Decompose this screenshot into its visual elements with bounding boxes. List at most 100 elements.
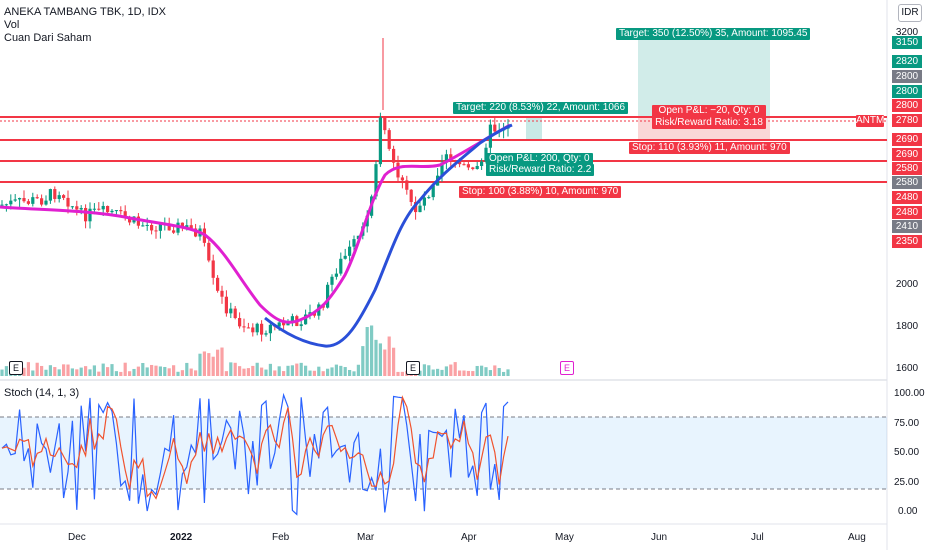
target-label-small[interactable]: Target: 220 (8.53%) 22, Amount: 1066	[453, 102, 628, 114]
volume-bar	[141, 363, 145, 376]
x-label-apr: Apr	[461, 532, 477, 543]
price-label: 2800	[892, 99, 922, 112]
volume-bar	[167, 368, 171, 376]
candle-body	[348, 246, 352, 256]
candle-body	[480, 161, 484, 166]
candle-body	[290, 316, 294, 323]
volume-bar	[466, 370, 470, 376]
rr-label-2[interactable]: Risk/Reward Ratio: 2.2	[486, 164, 595, 176]
volume-bar	[101, 363, 105, 376]
volume-bar	[163, 366, 167, 376]
volume-bar	[62, 364, 66, 376]
earnings-marker[interactable]: E	[9, 361, 23, 375]
candle-body	[185, 225, 189, 229]
stop-label-1[interactable]: Stop: 110 (3.93%) 11, Amount: 970	[629, 142, 790, 154]
open-pl-label-2[interactable]: Open P&L: 200, Qty: 0	[486, 153, 593, 165]
stoch-tick: 0.00	[898, 506, 918, 517]
candle-body	[308, 312, 312, 315]
price-tick: 1800	[895, 321, 919, 332]
indicator-custom-label[interactable]: Cuan Dari Saham	[4, 32, 92, 44]
symbol-title[interactable]: ANEKA TAMBANG TBK, 1D, IDX	[4, 6, 166, 18]
volume-bar	[484, 367, 488, 376]
price-label: 2410	[892, 220, 922, 233]
candle-body	[26, 201, 30, 204]
earnings-marker[interactable]: E	[406, 361, 420, 375]
candle-body	[255, 323, 259, 333]
volume-bar	[207, 353, 211, 376]
volume-bar	[22, 367, 26, 376]
candle-body	[260, 323, 264, 335]
short-position-zone[interactable]	[526, 117, 542, 141]
volume-bar	[255, 362, 259, 376]
volume-bar	[53, 367, 57, 376]
stoch-title[interactable]: Stoch (14, 1, 3)	[4, 387, 80, 399]
volume-bar	[268, 363, 272, 376]
candle-body	[462, 164, 466, 166]
candle-body	[326, 284, 330, 308]
volume-bar	[334, 364, 338, 376]
candle-body	[216, 277, 220, 291]
volume-bar	[97, 371, 101, 376]
candle-body	[396, 162, 400, 178]
x-label-aug: Aug	[848, 532, 866, 543]
volume-bar	[246, 368, 250, 376]
candle-body	[145, 224, 149, 226]
candle-body	[136, 216, 140, 226]
candle-body	[194, 228, 198, 237]
candle-body	[392, 148, 396, 163]
volume-bar	[343, 367, 347, 376]
volume-bar	[145, 367, 149, 376]
candle-body	[378, 117, 382, 165]
candle-body	[440, 162, 444, 176]
earnings-marker-future[interactable]: E	[560, 361, 574, 375]
candle-body	[418, 205, 422, 213]
volume-bar	[0, 369, 4, 376]
volume-bar	[502, 371, 506, 376]
volume-bar	[400, 371, 404, 376]
candle-body	[57, 195, 61, 199]
candle-body	[299, 324, 303, 327]
volume-bar	[308, 370, 312, 376]
volume-bar	[471, 371, 475, 376]
volume-bar	[312, 370, 316, 376]
volume-bar	[370, 325, 374, 376]
indicator-vol-label[interactable]: Vol	[4, 19, 20, 31]
chart-legend: ANEKA TAMBANG TBK, 1D, IDX Vol Cuan Dari…	[4, 6, 166, 45]
volume-bar	[202, 351, 206, 376]
candle-body	[264, 333, 268, 335]
x-label-mar: Mar	[357, 532, 375, 543]
volume-bar	[418, 370, 422, 376]
rr-label-1[interactable]: Risk/Reward Ratio: 3.18	[652, 117, 766, 129]
candle-body	[383, 117, 387, 131]
volume-bar	[238, 366, 242, 376]
candle-body	[92, 208, 96, 210]
candle-body	[409, 189, 413, 203]
candle-body	[352, 239, 356, 247]
candle-body	[449, 154, 453, 161]
x-label-jul: Jul	[751, 532, 764, 543]
stop-label-2[interactable]: Stop: 100 (3.88%) 10, Amount: 970	[459, 186, 622, 198]
volume-bar	[330, 367, 334, 376]
target-label-big[interactable]: Target: 350 (12.50%) 35, Amount: 1095.45	[616, 28, 811, 40]
open-pl-label-1[interactable]: Open P&L: −20, Qty: 0	[652, 105, 766, 117]
price-label: 2800	[892, 70, 922, 83]
volume-bar	[282, 371, 286, 376]
volume-bar	[383, 349, 387, 376]
price-label: 2480	[892, 191, 922, 204]
volume-bar	[321, 371, 325, 376]
volume-bars	[0, 325, 510, 376]
candle-body	[106, 205, 110, 213]
candle-body	[88, 208, 92, 222]
candle-body	[97, 208, 101, 210]
candle-body	[128, 217, 132, 223]
volume-bar	[374, 339, 378, 376]
long-position-target-zone[interactable]	[638, 30, 770, 117]
volume-bar	[136, 366, 140, 376]
currency-button[interactable]: IDR	[898, 4, 922, 22]
candle-body	[475, 165, 479, 170]
volume-bar	[458, 370, 462, 376]
price-label-current: 2780	[892, 114, 922, 127]
x-label-feb: Feb	[272, 532, 290, 543]
volume-bar	[365, 327, 369, 376]
